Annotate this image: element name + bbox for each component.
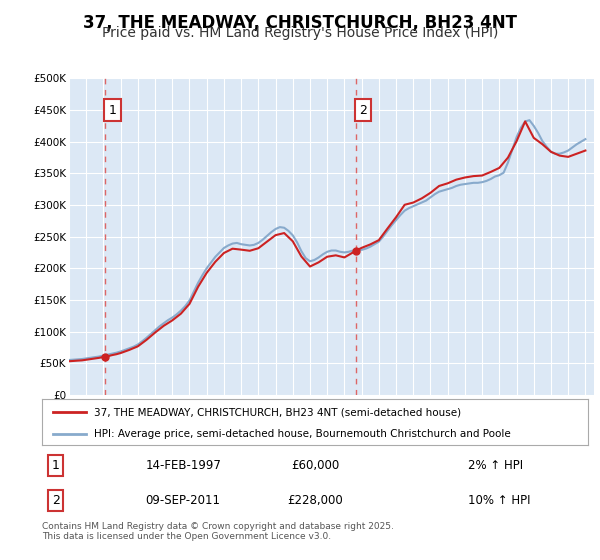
Text: 10% ↑ HPI: 10% ↑ HPI — [468, 494, 530, 507]
Text: 37, THE MEADWAY, CHRISTCHURCH, BH23 4NT (semi-detached house): 37, THE MEADWAY, CHRISTCHURCH, BH23 4NT … — [94, 407, 461, 417]
Text: £228,000: £228,000 — [287, 494, 343, 507]
Text: 1: 1 — [109, 104, 116, 116]
Text: 2: 2 — [359, 104, 367, 116]
Text: 2% ↑ HPI: 2% ↑ HPI — [468, 459, 523, 472]
Text: Contains HM Land Registry data © Crown copyright and database right 2025.
This d: Contains HM Land Registry data © Crown c… — [42, 522, 394, 542]
Text: HPI: Average price, semi-detached house, Bournemouth Christchurch and Poole: HPI: Average price, semi-detached house,… — [94, 429, 511, 438]
Text: 1: 1 — [52, 459, 59, 472]
Text: £60,000: £60,000 — [291, 459, 339, 472]
Text: 2: 2 — [52, 494, 59, 507]
Text: 14-FEB-1997: 14-FEB-1997 — [146, 459, 221, 472]
Text: Price paid vs. HM Land Registry's House Price Index (HPI): Price paid vs. HM Land Registry's House … — [102, 26, 498, 40]
Text: 37, THE MEADWAY, CHRISTCHURCH, BH23 4NT: 37, THE MEADWAY, CHRISTCHURCH, BH23 4NT — [83, 14, 517, 32]
Text: 09-SEP-2011: 09-SEP-2011 — [146, 494, 221, 507]
